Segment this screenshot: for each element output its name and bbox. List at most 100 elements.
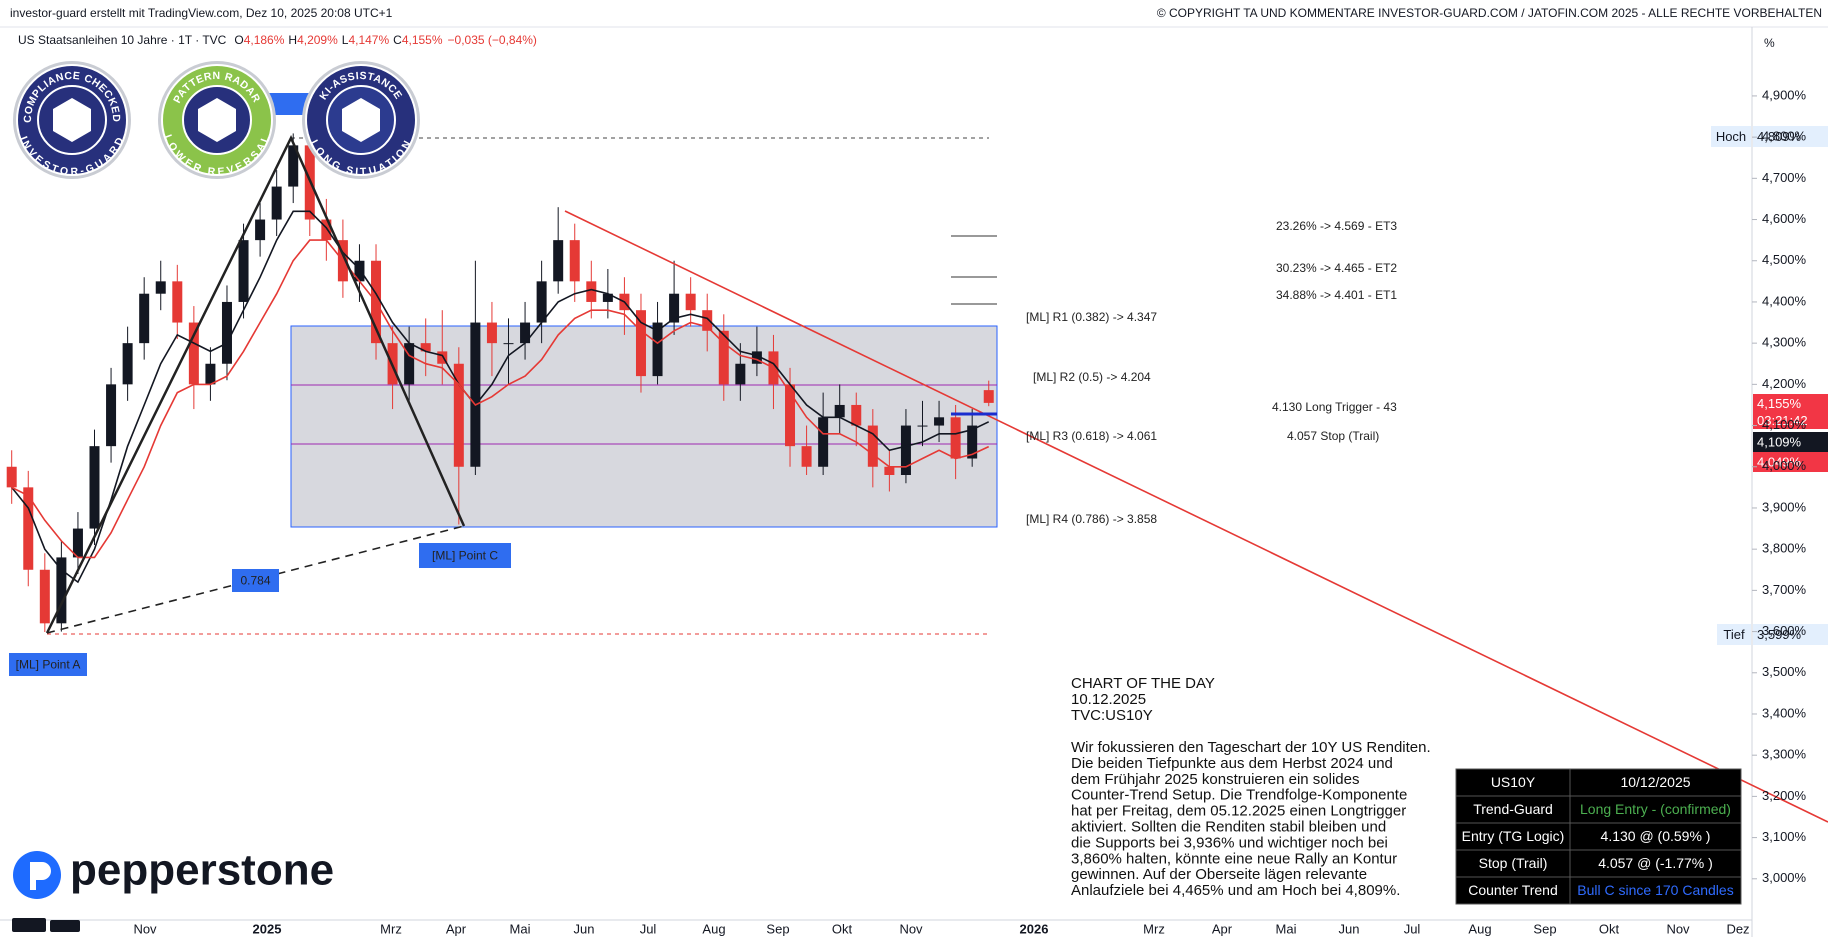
ohlc-label: H [288,33,297,47]
candle-body [255,219,266,241]
x-tick-label: Okt [832,921,853,936]
x-tick-label: Nov [133,921,157,936]
point-label-box [9,653,87,676]
candle-body [139,293,150,344]
tv-logo [12,918,80,932]
commentary-line: 3,860% halten, könnte eine neue Rally an… [1071,850,1397,867]
annotation: 0.784 [240,574,270,588]
ohlc-value: 4,155% [402,33,443,47]
y-tick-label: 4,200% [1762,376,1807,391]
header-right: © COPYRIGHT TA UND KOMMENTARE INVESTOR-G… [1157,6,1822,20]
commentary-line: dem Frühjahr 2025 konstruieren ein solid… [1071,771,1360,788]
candle-body [900,425,911,475]
pepperstone-logo: pepperstone [13,846,334,899]
price-tag [1753,412,1828,429]
table-value: 4.057 @ (-1.77% ) [1598,855,1713,871]
price-tag [1753,452,1828,472]
candle-body [685,293,696,311]
candle-body [155,281,166,294]
x-tick-label: Apr [446,921,467,936]
axis-unit: % [1764,36,1775,50]
badge-icon [342,98,380,142]
price-tag-text: 03:21:42 [1757,413,1808,428]
y-tick-label: 3,400% [1762,705,1807,720]
x-tick-label: Apr [1212,921,1233,936]
candle-body [818,417,829,467]
commentary-line: Wir fokussieren den Tageschart der 10Y U… [1071,739,1431,756]
symbol: US Staatsanleihen 10 Jahre · 1T · TVC [18,33,227,47]
candle-body [983,390,994,403]
price-tag-text: Tief [1723,627,1745,642]
annotation: [ML] Point C [432,549,498,563]
table-label: Counter Trend [1468,882,1558,898]
candle-body [188,322,199,385]
annotation: 30.23% -> 4.465 - ET2 [1276,261,1397,275]
x-tick-label: Mai [510,921,531,936]
candle-body [934,417,945,426]
candle-body [437,351,448,364]
y-tick-label: 4,900% [1762,87,1807,102]
table-value: 10/12/2025 [1620,774,1690,790]
commentary-line: aktiviert. Sollten die Renditen stabil b… [1071,818,1386,835]
candle-body [635,310,646,377]
x-tick-label: Sep [1533,921,1556,936]
candle-body [205,363,216,385]
moving-average [11,210,990,584]
y-tick-label: 3,800% [1762,541,1807,556]
ohlc-label: C [393,33,402,47]
table-value: Long Entry - (confirmed) [1580,801,1731,817]
candle-body [718,330,729,385]
y-tick-label: 3,700% [1762,582,1807,597]
y-tick-label: 4,400% [1762,293,1807,308]
header-left: investor-guard erstellt mit TradingView.… [10,6,393,20]
price-tag [1711,126,1751,147]
annotation: [ML] Point A [16,658,81,672]
price-tag-text: 4,809% [1757,129,1802,144]
price-tag-text: 4,109% [1757,434,1802,449]
candle-body [702,310,713,331]
candle-body [586,281,597,302]
table-label: Entry (TG Logic) [1462,828,1565,844]
commentary-date: 10.12.2025 [1071,691,1146,708]
price-tag [1753,624,1828,645]
x-tick-label: Aug [702,921,725,936]
annotation: [ML] R3 (0.618) -> 4.061 [1026,429,1157,443]
candle-body [801,446,812,467]
candle-body [470,322,481,467]
x-tick-label: Okt [1599,921,1620,936]
x-tick-label: Nov [1666,921,1690,936]
ohlc-value: 4,209% [297,33,338,47]
y-tick-label: 4,100% [1762,417,1807,432]
price-tag [1717,624,1751,645]
x-tick-label: Dez [1726,921,1749,936]
commentary-ticker: TVC:US10Y [1071,707,1153,724]
candle-body [6,466,17,488]
candle-body [751,351,762,364]
candle-body [884,466,895,475]
candle-body [72,528,83,558]
candle-body [602,293,613,302]
x-tick-label: Sep [766,921,789,936]
commentary-line: Counter-Trend Setup. Die Trendfolge-Komp… [1071,787,1407,804]
candle-body [486,322,497,344]
x-tick-label: 2026 [1020,921,1049,936]
candle-body [785,384,796,447]
table-cell [1569,795,1742,824]
candle-body [569,240,580,282]
annotations: [ML] Point A [ML] Point C 0.784 [ML] R1 (0.… [9,93,1828,823]
candle-body [669,293,680,323]
candle-body [56,557,67,624]
y-tick-label: 3,200% [1762,788,1807,803]
candle-body [39,569,50,624]
y-tick-label: 4,800% [1762,129,1807,144]
candle-body [404,343,415,385]
price-tag-text: 4,155% [1757,396,1802,411]
table-value: 4.130 @ (0.59% ) [1601,828,1711,844]
logo-text: pepperstone [70,846,334,895]
point-label-box [419,543,511,568]
y-tick-label: 3,500% [1762,664,1807,679]
candle-body [917,425,928,427]
commentary-line: gewinnen. Auf der Oberseite lägen releva… [1071,866,1367,883]
